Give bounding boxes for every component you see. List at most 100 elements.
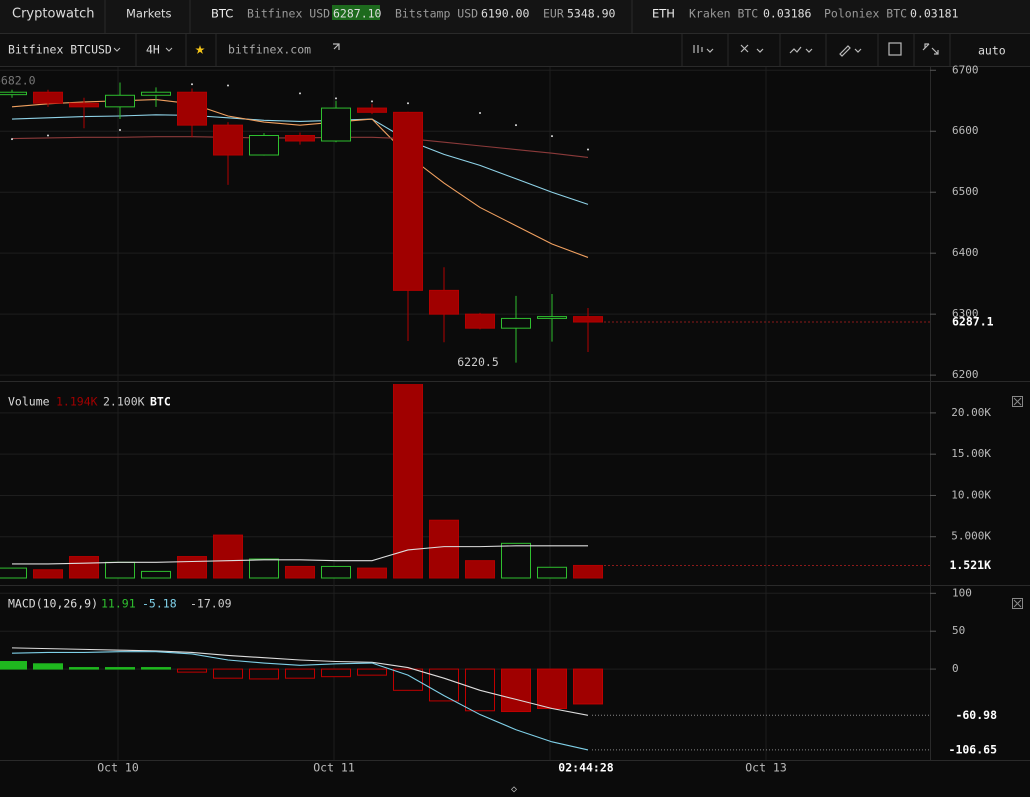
candle-body <box>357 107 387 113</box>
y-tick-label: 15.00K <box>951 447 991 460</box>
volume-bar <box>249 558 279 579</box>
price-highlight <box>332 5 380 20</box>
sar-dot <box>407 102 409 105</box>
quote-exchange[interactable]: Poloniex BTC <box>824 7 907 21</box>
volume-bar <box>0 567 27 579</box>
volume-bar <box>213 534 243 579</box>
sar-dot <box>227 84 229 87</box>
market-select[interactable]: Bitfinex BTCUSD <box>8 43 112 57</box>
candle-body <box>249 135 279 156</box>
candle-body <box>0 91 27 96</box>
x-tick-label: Oct 13 <box>745 761 787 775</box>
last-volume-label: 1.521K <box>949 558 991 572</box>
macd-bar <box>573 668 603 705</box>
y-tick-label: 6600 <box>952 124 979 137</box>
macd-value: 11.91 <box>101 597 136 611</box>
candle-body <box>501 317 531 329</box>
y-tick-label: 100 <box>952 586 972 599</box>
price-label: 6682.0 <box>0 74 36 88</box>
candle-body <box>321 107 351 142</box>
volume-bar <box>141 570 171 579</box>
volume-bar <box>429 519 459 579</box>
candle-body <box>33 91 63 104</box>
candle-body <box>141 91 171 96</box>
sar-dot <box>515 124 517 127</box>
quote-price[interactable]: 5348.90 <box>567 7 616 21</box>
volume-bars <box>0 384 603 579</box>
quote-price[interactable]: 6287.10 <box>333 7 382 21</box>
last-price-label: 6287.1 <box>952 315 994 329</box>
y-tick-label: 6200 <box>952 368 979 381</box>
y-tick-label: 6400 <box>952 246 979 259</box>
quote-exchange[interactable]: Bitfinex USD <box>247 7 330 21</box>
quote-exchange[interactable]: Bitstamp USD <box>395 7 478 21</box>
sar-dot <box>371 100 373 103</box>
x-tick-label: 02:44:28 <box>558 761 613 775</box>
sar-dot <box>47 134 49 137</box>
macd-bar <box>213 668 243 679</box>
signal-value: -5.18 <box>142 597 177 611</box>
macd-bar <box>465 668 495 712</box>
quote-price[interactable]: 6190.00 <box>481 7 530 21</box>
quote-price[interactable]: 0.03181 <box>910 7 959 21</box>
y-tick-label: 0 <box>952 662 959 675</box>
quote-exchange[interactable]: Kraken BTC <box>689 7 758 21</box>
candle-body <box>105 94 135 108</box>
sar-dot <box>335 97 337 100</box>
volume-bar <box>501 542 531 579</box>
chevron <box>113 47 173 52</box>
sar-dot <box>119 129 121 132</box>
volume-bar <box>69 556 99 579</box>
brand[interactable]: Cryptowatch <box>12 7 95 22</box>
sar-dot <box>11 138 13 141</box>
volume-title: Volume <box>8 395 50 409</box>
macd-bar <box>177 668 207 673</box>
level-label: -106.65 <box>949 742 998 756</box>
y-tick-label: 20.00K <box>951 406 991 419</box>
scale-button[interactable]: auto <box>978 44 1006 58</box>
macd-line <box>11 647 589 716</box>
volume-bar <box>105 561 135 579</box>
sar-dot <box>299 92 301 95</box>
volume-average <box>12 545 588 565</box>
nav-markets[interactable]: Markets <box>126 7 172 21</box>
macd-bar <box>105 667 135 670</box>
y-tick-label: 6500 <box>952 185 979 198</box>
y-tick-label: 50 <box>952 624 965 637</box>
nav-btc[interactable]: BTC <box>211 7 233 21</box>
y-tick-label: 5.000K <box>951 530 991 543</box>
volume-bar <box>357 567 387 579</box>
time-grid <box>117 67 767 760</box>
macd-bar <box>285 668 315 679</box>
quote-exchange[interactable]: EUR <box>543 7 564 21</box>
scroll-handle[interactable]: ◇ <box>511 784 517 795</box>
volume-current: 1.194K <box>56 395 98 409</box>
favorite-star[interactable]: ★ <box>195 39 205 59</box>
toolbar-icons[interactable] <box>333 42 939 57</box>
nav-eth[interactable]: ETH <box>652 7 675 21</box>
candle-body <box>573 316 603 323</box>
macd-bar <box>69 667 99 670</box>
moving-average <box>11 114 589 205</box>
candle-body <box>429 289 459 315</box>
volume-bar <box>537 566 567 579</box>
volume-bar <box>573 564 603 579</box>
candle-body <box>393 111 423 291</box>
y-tick-label: 10.00K <box>951 488 991 501</box>
quote-price[interactable]: 0.03186 <box>763 7 812 21</box>
volume-bar <box>465 560 495 579</box>
exchange-link[interactable]: bitfinex.com <box>228 43 311 57</box>
period-select[interactable]: 4H <box>146 43 160 57</box>
sar-dot <box>587 148 589 151</box>
candle-body <box>465 313 495 329</box>
close-buttons[interactable] <box>1012 396 1023 609</box>
volume-bar <box>321 565 351 579</box>
volume-unit: BTC <box>150 395 171 409</box>
sar-dot <box>479 111 481 114</box>
toolbar <box>0 34 1030 66</box>
candle-body <box>69 102 99 108</box>
sar-dot <box>551 135 553 138</box>
